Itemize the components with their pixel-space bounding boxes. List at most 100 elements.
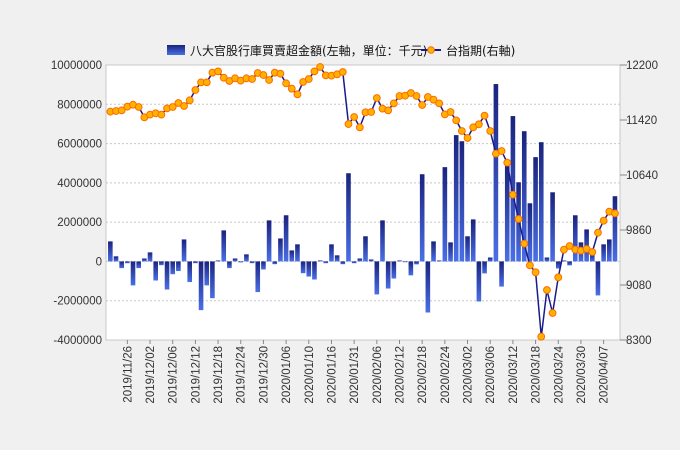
bar — [323, 261, 329, 264]
bar — [368, 259, 374, 262]
right-tick-label: 9080 — [626, 280, 652, 292]
right-axis: 12200 11420 10640 9860 9080 8300 — [620, 60, 658, 347]
bar — [544, 257, 550, 262]
bar — [470, 219, 476, 262]
line-marker — [316, 63, 325, 71]
line-marker — [435, 99, 444, 108]
x-axis: 2019/11/26 2019/12/02 2019/12/06 2019/12/12… — [122, 340, 611, 404]
legend-bar-swatch — [167, 45, 185, 55]
bar — [334, 255, 340, 262]
line-marker — [191, 86, 200, 94]
line-marker — [526, 261, 534, 270]
left-tick-label: 8000000 — [57, 99, 102, 111]
legend-line-label: 台指期(右軸) — [446, 43, 515, 58]
bar — [193, 261, 198, 264]
line-marker — [452, 116, 461, 125]
bar — [295, 244, 300, 262]
bar — [221, 230, 227, 262]
bar — [346, 173, 351, 262]
bar — [561, 260, 567, 262]
line-marker — [310, 67, 319, 76]
bar — [612, 196, 618, 262]
right-tick-label: 8300 — [626, 335, 652, 347]
x-tick-label: 2019/12/24 — [236, 345, 248, 403]
line-marker — [384, 106, 393, 115]
line-marker — [282, 79, 291, 88]
line-marker — [293, 90, 302, 99]
line-marker — [214, 67, 222, 76]
bar — [238, 261, 244, 263]
bar — [147, 252, 153, 262]
line-marker — [418, 101, 427, 109]
bar — [448, 242, 453, 262]
bar — [142, 258, 147, 262]
line-marker — [520, 239, 529, 248]
line-marker — [565, 242, 574, 250]
bar — [459, 141, 465, 262]
bar — [119, 261, 124, 269]
line-marker — [503, 158, 512, 167]
bar — [391, 261, 397, 279]
bar — [255, 261, 261, 293]
x-tick-label: 2020/04/07 — [599, 346, 611, 404]
x-tick-label: 2020/01/10 — [304, 346, 316, 404]
line-marker — [389, 99, 398, 108]
line-marker — [265, 76, 273, 84]
bar — [357, 258, 363, 262]
bar — [249, 261, 255, 264]
legend: 八大官股行庫買賣超金額(左軸，單位：千元) 台指期(右軸) — [167, 43, 515, 58]
bar — [266, 220, 272, 262]
line-marker — [446, 108, 455, 116]
x-tick-label: 2020/01/06 — [281, 346, 293, 404]
line-marker — [259, 71, 268, 79]
bar — [170, 261, 176, 275]
x-tick-label: 2020/03/02 — [463, 346, 475, 404]
line-marker — [486, 127, 495, 135]
x-tick-label: 2019/12/12 — [190, 346, 202, 404]
line-marker — [509, 190, 517, 199]
x-tick-label: 2019/12/06 — [168, 346, 180, 404]
line-marker — [219, 73, 228, 82]
x-tick-label: 2020/03/24 — [553, 345, 565, 403]
bar — [244, 254, 249, 262]
bar — [510, 116, 516, 262]
bar — [261, 261, 266, 270]
bar — [431, 241, 436, 262]
left-axis: 10000000 8000000 6000000 4000000 2000000 0 -20… — [51, 60, 102, 347]
line-marker — [560, 245, 568, 254]
line-marker — [355, 123, 364, 132]
bar — [198, 261, 204, 311]
bar — [278, 238, 283, 262]
bar — [414, 261, 419, 265]
right-tick-label: 9860 — [626, 225, 652, 237]
bar — [521, 131, 527, 262]
right-tick-label: 10640 — [626, 170, 658, 182]
line-marker — [304, 75, 313, 83]
bar — [538, 142, 544, 262]
bar — [312, 261, 317, 280]
line-marker — [202, 78, 211, 87]
bar — [572, 215, 578, 262]
line-marker — [474, 120, 483, 129]
line-marker — [134, 103, 143, 111]
line-marker — [412, 92, 421, 100]
bar — [567, 261, 572, 266]
x-tick-label: 2020/02/18 — [417, 346, 429, 404]
bar — [436, 260, 442, 262]
bar — [329, 244, 334, 262]
bar — [113, 256, 119, 262]
bar — [385, 261, 391, 289]
line-marker — [611, 209, 619, 218]
x-tick-label: 2019/12/18 — [213, 346, 225, 404]
bar — [215, 260, 221, 262]
line-marker — [185, 96, 194, 105]
bar — [317, 260, 323, 262]
line-marker — [463, 134, 472, 142]
bar-series — [108, 84, 618, 313]
bar — [425, 261, 431, 313]
bar — [300, 261, 306, 274]
right-tick-label: 12200 — [626, 60, 658, 72]
bar — [601, 244, 606, 262]
bar — [164, 261, 170, 290]
x-tick-label: 2020/02/06 — [372, 346, 384, 404]
